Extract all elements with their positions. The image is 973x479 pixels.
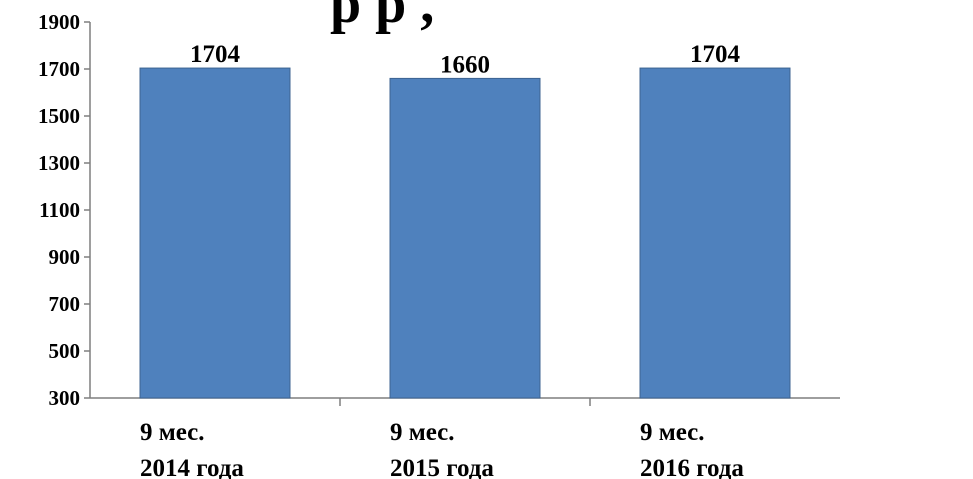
bar: [639, 67, 791, 399]
bar-value-label: 1704: [190, 41, 241, 68]
y-axis: 1900 1700 1500 1300 1100 900 700 500 300: [38, 10, 91, 410]
category-label: 9 мес.: [390, 419, 455, 446]
x-axis: [90, 397, 840, 406]
data-labels: 1704 1660 1704: [190, 41, 741, 78]
y-tick-label: 300: [49, 386, 81, 410]
y-tick-label: 1100: [39, 198, 80, 222]
category-label: 9 мес.: [640, 419, 705, 446]
y-tick-label: 1700: [38, 57, 80, 81]
y-tick-label: 500: [49, 339, 81, 363]
bar: [389, 77, 541, 399]
y-tick-label: 1500: [38, 104, 80, 128]
bar-value-label: 1704: [690, 41, 741, 68]
bar-value-label: 1660: [440, 51, 490, 78]
bars: [139, 67, 791, 399]
y-tick-label: 900: [49, 245, 81, 269]
chart-title-fragment: р р ,: [330, 0, 434, 35]
y-tick-label: 700: [49, 292, 81, 316]
y-tick-label: 1900: [38, 10, 80, 34]
category-label: 2014 года: [140, 455, 244, 479]
category-labels: 9 мес. 2014 года 9 мес. 2015 года 9 мес. 2016…: [140, 419, 744, 479]
category-label: 2016 года: [640, 455, 744, 479]
y-tick-label: 1300: [38, 151, 80, 175]
bar: [139, 67, 291, 399]
category-label: 2015 года: [390, 455, 494, 479]
category-label: 9 мес.: [140, 419, 205, 446]
